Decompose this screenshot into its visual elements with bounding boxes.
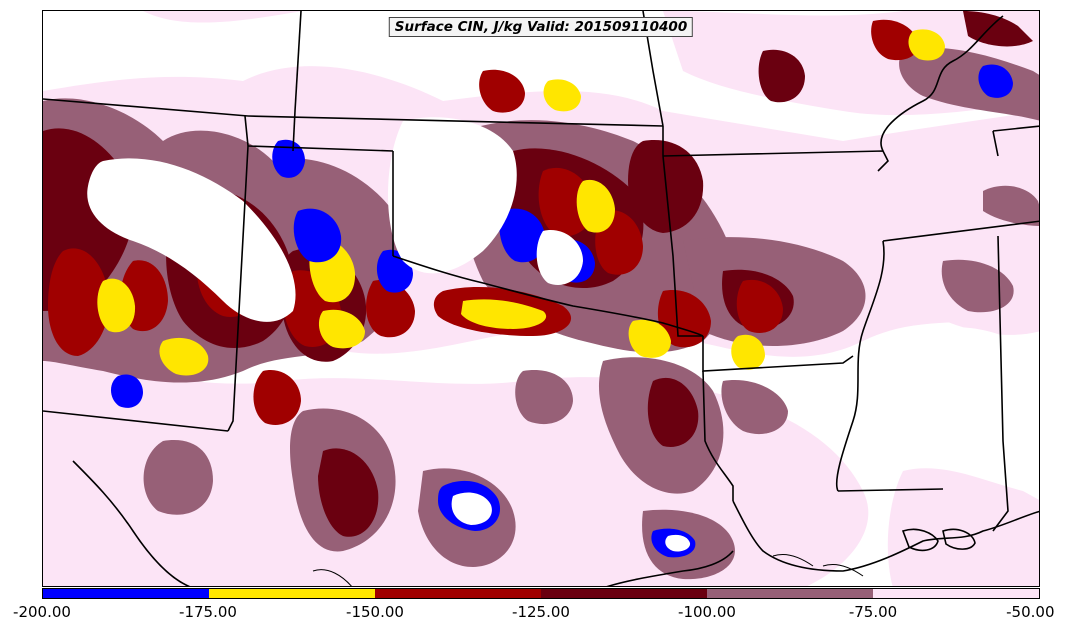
colorbar-tick-label: -200.00 [13,603,71,621]
colorbar-tick-label: -150.00 [346,603,404,621]
colorbar [42,588,1040,599]
colorbar-segment-1 [43,589,209,598]
map-title: Surface CIN, J/kg Valid: 201509110400 [388,17,694,37]
colorbar-tick-label: -50.00 [1006,603,1055,621]
colorbar-segment-2 [209,589,375,598]
coast-details [312,553,864,586]
colorbar-tick-label: -125.00 [512,603,570,621]
colorbar-segment-5 [707,589,873,598]
colorbar-tick-label: -175.00 [179,603,237,621]
colorbar-segment-6 [873,589,1039,598]
map-panel: Surface CIN, J/kg Valid: 201509110400 [42,10,1040,587]
cin-clear-areas [87,117,1039,552]
state-boundaries [43,11,1039,586]
colorbar-segment-4 [541,589,707,598]
colorbar-tick-label: -100.00 [678,603,736,621]
colorbar-segment-3 [375,589,541,598]
colorbar-tick-label: -75.00 [848,603,898,621]
cin-map [43,11,1039,586]
